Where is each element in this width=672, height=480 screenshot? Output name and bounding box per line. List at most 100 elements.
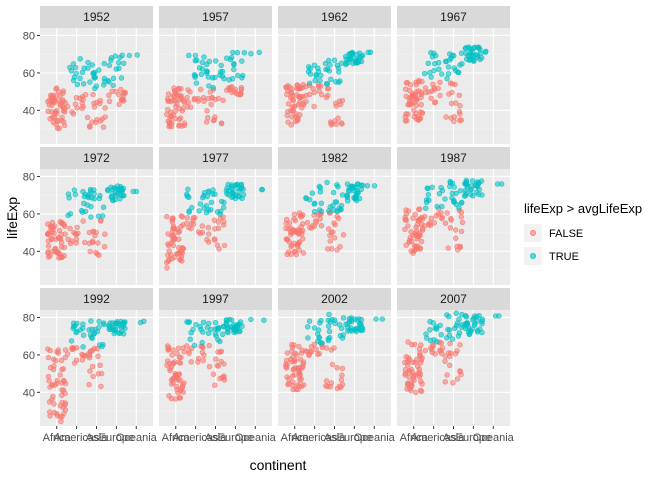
y-tick-label: 40 [23, 105, 35, 117]
data-point [439, 345, 446, 351]
data-point [318, 200, 324, 207]
data-point [324, 85, 331, 92]
data-point [176, 236, 182, 242]
data-point [171, 226, 178, 232]
data-point [261, 317, 267, 323]
data-point [431, 86, 438, 93]
data-point [200, 329, 206, 335]
data-point [196, 208, 202, 214]
data-point [92, 85, 98, 92]
data-point [446, 313, 452, 320]
data-point [73, 94, 80, 101]
data-point [120, 96, 126, 103]
data-point [286, 239, 292, 245]
data-point [439, 203, 445, 210]
data-point [101, 321, 107, 328]
data-point [50, 114, 56, 120]
data-point [79, 357, 86, 363]
data-point [229, 89, 235, 96]
y-tick-label: 60 [23, 68, 35, 80]
data-point [418, 238, 425, 245]
axes: 406080406080406080AfricaAmericasAsiaEuro… [4, 30, 515, 473]
data-point [58, 231, 64, 238]
data-point [427, 318, 433, 325]
data-point [109, 88, 115, 95]
data-point [59, 220, 65, 227]
data-point [238, 86, 245, 93]
data-point [71, 360, 78, 366]
data-point [445, 245, 451, 251]
data-point [174, 387, 180, 393]
data-point [311, 103, 317, 110]
data-point [73, 236, 80, 242]
facet-strip [278, 147, 391, 169]
data-point [230, 49, 236, 56]
data-point [463, 181, 470, 187]
legend-item-true: TRUE [524, 247, 579, 265]
data-point [218, 198, 225, 205]
data-point [306, 80, 313, 87]
data-point [87, 79, 93, 85]
data-point [210, 117, 217, 124]
data-point [177, 248, 183, 255]
data-point [444, 210, 450, 216]
data-point [283, 364, 289, 370]
data-point [172, 254, 178, 260]
data-point [214, 209, 221, 215]
data-point [218, 120, 225, 126]
data-point [164, 265, 170, 271]
data-point [64, 351, 71, 357]
data-point [409, 92, 416, 99]
data-point [89, 119, 95, 125]
data-point [458, 371, 464, 378]
data-point [444, 75, 450, 82]
data-point [472, 313, 478, 319]
data-point [298, 224, 304, 230]
data-point [191, 72, 198, 78]
data-point [365, 49, 371, 55]
data-point [439, 71, 445, 77]
facet-strip [40, 288, 153, 310]
facet-strip-label: 1997 [202, 292, 229, 306]
data-point [57, 93, 63, 99]
data-point [416, 352, 423, 358]
data-point [339, 192, 346, 198]
data-point [80, 344, 86, 350]
data-point [58, 244, 65, 250]
data-point [447, 180, 454, 186]
data-point [203, 203, 210, 209]
data-point [95, 213, 102, 219]
data-point [60, 377, 67, 384]
legend-key-point [530, 230, 536, 236]
data-point [327, 62, 333, 68]
data-point [110, 325, 117, 331]
data-point [91, 330, 97, 336]
data-point [415, 363, 421, 369]
data-point [47, 384, 53, 390]
facet-strip-label: 1962 [321, 10, 348, 24]
data-point [234, 49, 241, 56]
data-point [80, 188, 86, 195]
data-point [54, 250, 61, 256]
data-point [57, 102, 63, 109]
data-point [315, 351, 321, 357]
data-point [289, 359, 295, 365]
data-point [77, 327, 83, 333]
data-point [188, 359, 194, 365]
data-point [174, 101, 180, 107]
data-point [117, 330, 123, 336]
data-point [79, 69, 86, 76]
data-point [422, 347, 428, 354]
data-point [71, 187, 78, 193]
data-point [414, 236, 420, 242]
data-point [462, 192, 469, 199]
data-point [448, 115, 454, 121]
data-point [210, 371, 217, 377]
data-point [442, 220, 449, 226]
data-point [54, 349, 60, 355]
data-point [334, 62, 340, 69]
legend-key-point [530, 253, 536, 259]
data-point [256, 49, 262, 56]
data-point [47, 347, 53, 354]
data-point [168, 123, 175, 130]
